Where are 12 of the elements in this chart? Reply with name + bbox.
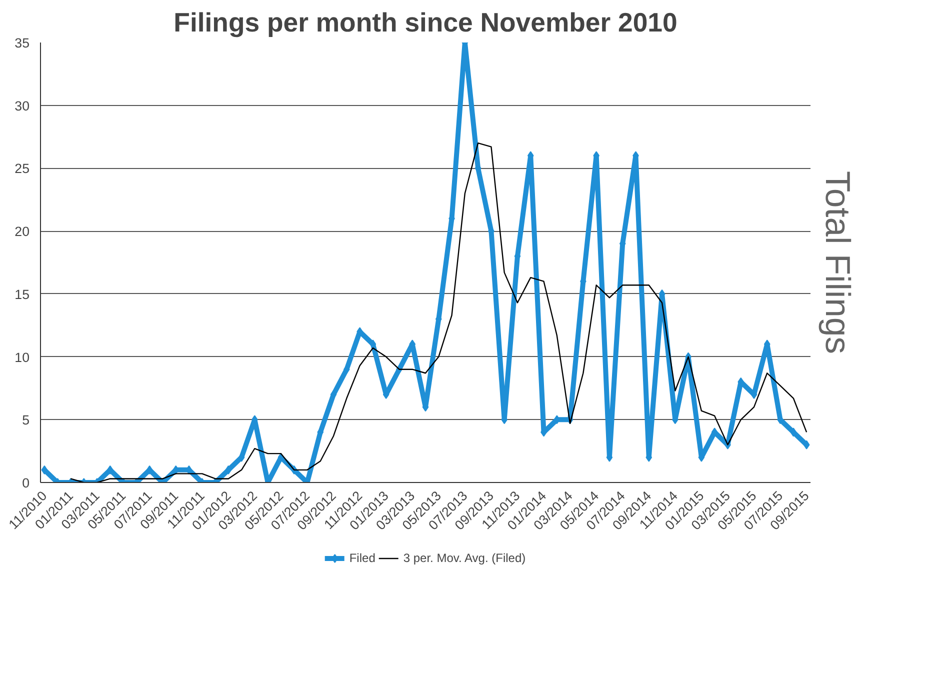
y-tick-label: 5 [22,412,30,428]
y-tick-label: 0 [22,476,30,490]
y-tick-label: 30 [14,98,30,114]
y-tick-label: 10 [14,350,30,365]
y-tick-label: 20 [14,224,30,240]
chart-title: Filings per month since November 2010 [174,8,678,38]
y2-axis-title: Total Filings [818,171,856,354]
y-tick-label: 15 [14,286,30,302]
y-tick-label: 35 [14,36,30,50]
y-tick-label: 25 [14,161,30,176]
legend-label: 3 per. Mov. Avg. (Filed) [403,551,526,565]
legend-label: Filed [349,551,376,565]
